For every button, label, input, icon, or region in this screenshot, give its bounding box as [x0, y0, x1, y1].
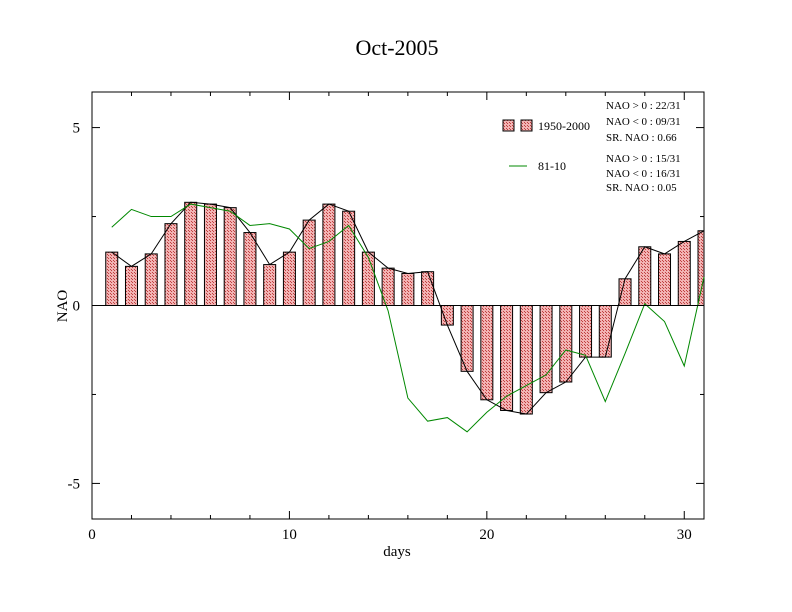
y-axis-label: NAO [55, 290, 71, 323]
bar-day-24 [559, 305, 573, 383]
x-tick-label-30: 30 [677, 527, 692, 543]
stat-bars-neg: NAO < 0 : 09/31 [606, 116, 681, 128]
bar-day-8 [243, 232, 257, 306]
bar-day-27 [618, 278, 632, 306]
bar-day-11 [302, 219, 316, 307]
bar-day-7 [223, 207, 237, 306]
x-axis-label: days [383, 544, 411, 560]
bar-day-20 [480, 305, 494, 401]
bar-day-31 [697, 230, 705, 306]
bar-day-16 [401, 272, 415, 307]
bar-day-5 [184, 201, 198, 306]
legend-label-bars: 1950-2000 [538, 119, 590, 133]
stat-line-sr: SR. NAO : 0.05 [606, 182, 677, 194]
x-tick-label-10: 10 [282, 527, 297, 543]
bar-series [105, 201, 705, 415]
bar-day-28 [638, 246, 652, 307]
bar-day-1 [105, 251, 119, 306]
bar-day-25 [579, 305, 593, 358]
bar-day-18 [440, 305, 454, 326]
bar-day-2 [124, 265, 138, 307]
legend-swatch-bars-2 [520, 119, 533, 132]
bar-day-4 [164, 223, 178, 307]
y-tick-label-5: 5 [73, 121, 81, 137]
legend-swatch-bars [502, 119, 515, 132]
bar-day-21 [500, 305, 514, 411]
bar-day-3 [144, 253, 158, 306]
stat-bars-pos: NAO > 0 : 22/31 [606, 100, 681, 112]
legend: 1950-2000 81-10 NAO > 0 : 22/31 NAO < 0 … [502, 100, 681, 194]
bar-day-17 [421, 271, 435, 306]
bar-series-connector [111, 201, 705, 415]
line-series-81-10 [111, 203, 705, 433]
bar-day-9 [263, 264, 277, 306]
stat-bars-sr: SR. NAO : 0.66 [606, 132, 677, 144]
bar-day-10 [282, 251, 296, 306]
bar-day-12 [322, 203, 336, 306]
line-series [111, 201, 705, 433]
bar-day-6 [203, 203, 217, 306]
y-tick-label-0: 0 [73, 299, 81, 315]
x-tick-label-0: 0 [88, 527, 96, 543]
x-tick-label-20: 20 [479, 527, 494, 543]
stat-line-neg: NAO < 0 : 16/31 [606, 168, 681, 180]
bar-day-22 [519, 305, 533, 415]
bar-day-23 [539, 305, 553, 394]
axes: 0 10 20 30 -5 0 5 [68, 92, 704, 543]
stat-line-pos: NAO > 0 : 15/31 [606, 153, 681, 165]
bar-day-29 [658, 253, 672, 306]
bar-day-26 [598, 305, 612, 358]
y-tick-label--5: -5 [68, 476, 81, 492]
chart-title: Oct-2005 [355, 35, 438, 60]
legend-label-line: 81-10 [538, 159, 566, 173]
bar-day-14 [361, 251, 375, 306]
bar-day-30 [677, 240, 691, 306]
